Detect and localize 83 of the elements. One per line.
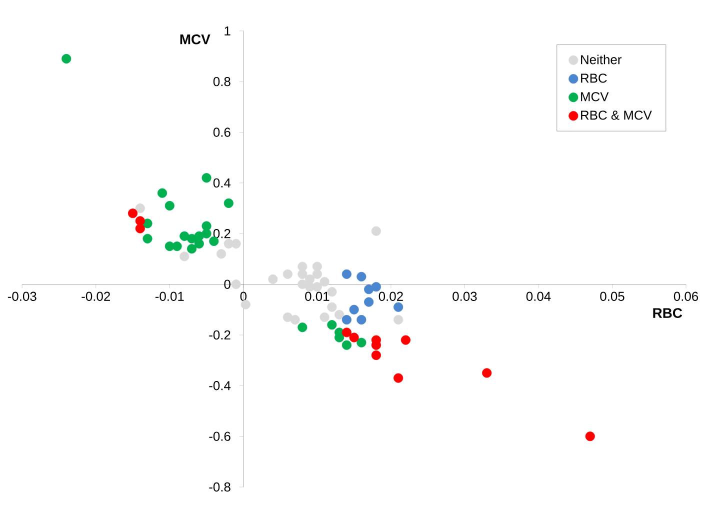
point: [349, 304, 359, 314]
point: [180, 231, 190, 241]
point: [327, 302, 337, 312]
point: [172, 242, 182, 252]
x-tick-label: -0.02: [82, 292, 110, 301]
x-axis-title: RBC: [653, 308, 682, 318]
y-tick-label: -0.8: [209, 482, 230, 492]
point: [282, 269, 292, 279]
point: [364, 297, 374, 307]
point: [216, 249, 226, 259]
x-tick-label: 0.03: [452, 292, 477, 301]
point: [128, 208, 138, 218]
point: [231, 238, 241, 249]
y-tick-label: -0.6: [209, 432, 230, 441]
point: [371, 226, 381, 236]
point: [482, 368, 492, 378]
point: [135, 216, 145, 226]
point: [342, 328, 352, 338]
point: [142, 218, 152, 228]
point: [400, 335, 410, 345]
point: [142, 234, 152, 244]
legend-label: RBC: [581, 74, 607, 83]
point: [394, 302, 404, 312]
point: [356, 272, 366, 282]
legend-label: Neither: [581, 54, 622, 64]
y-tick-label: 1: [224, 26, 230, 36]
point: [334, 310, 344, 320]
point: [135, 224, 145, 234]
point: [290, 314, 300, 325]
point: [202, 228, 212, 238]
y-tick-label: -0.4: [209, 381, 231, 390]
point: [224, 198, 234, 208]
point: [298, 322, 308, 332]
x-tick-label: 0.05: [600, 292, 624, 301]
point: [194, 238, 204, 249]
point: [231, 280, 241, 290]
x-tick-label: -0.01: [155, 292, 184, 301]
x-tick-label: -0.03: [8, 292, 36, 301]
point: [371, 350, 381, 360]
point: [342, 340, 352, 350]
point: [312, 269, 322, 279]
point: [320, 312, 330, 322]
point: [349, 332, 359, 342]
point: [268, 274, 278, 284]
point: [62, 54, 72, 64]
point: [342, 314, 352, 325]
point: [585, 432, 595, 442]
point: [394, 373, 404, 383]
y-tick-label: 0: [224, 280, 230, 289]
point: [320, 276, 330, 287]
y-axis-title: MCV: [180, 34, 210, 44]
x-tick-label: 0.04: [526, 292, 551, 301]
point: [356, 314, 366, 325]
y-tick-label: 0.6: [213, 128, 230, 137]
legend-label: MCV: [581, 92, 609, 102]
x-tick-label: 0: [240, 292, 247, 301]
point: [180, 252, 190, 262]
point: [186, 244, 197, 254]
point: [342, 269, 352, 279]
point: [327, 320, 337, 330]
point: [312, 262, 322, 272]
point: [240, 300, 250, 310]
x-tick-label: 0.01: [305, 292, 330, 301]
point: [394, 314, 404, 325]
x-tick-label: 0.02: [378, 292, 403, 301]
point: [298, 262, 308, 272]
y-tick-label: 0.4: [213, 178, 231, 188]
point: [202, 173, 212, 183]
point: [135, 203, 145, 214]
x-tick-label: 0.06: [674, 292, 698, 301]
legend-label: RBC & MCV: [581, 110, 652, 120]
point: [371, 282, 381, 292]
point: [157, 188, 168, 198]
y-tick-label: -0.2: [209, 330, 230, 340]
point: [202, 221, 212, 231]
point: [298, 280, 308, 290]
point: [164, 200, 174, 211]
point: [312, 282, 322, 292]
point: [356, 338, 366, 348]
y-tick-label: 0.8: [213, 76, 230, 86]
point: [364, 284, 374, 294]
point: [298, 269, 308, 279]
y-tick-label: 0.2: [213, 229, 230, 238]
